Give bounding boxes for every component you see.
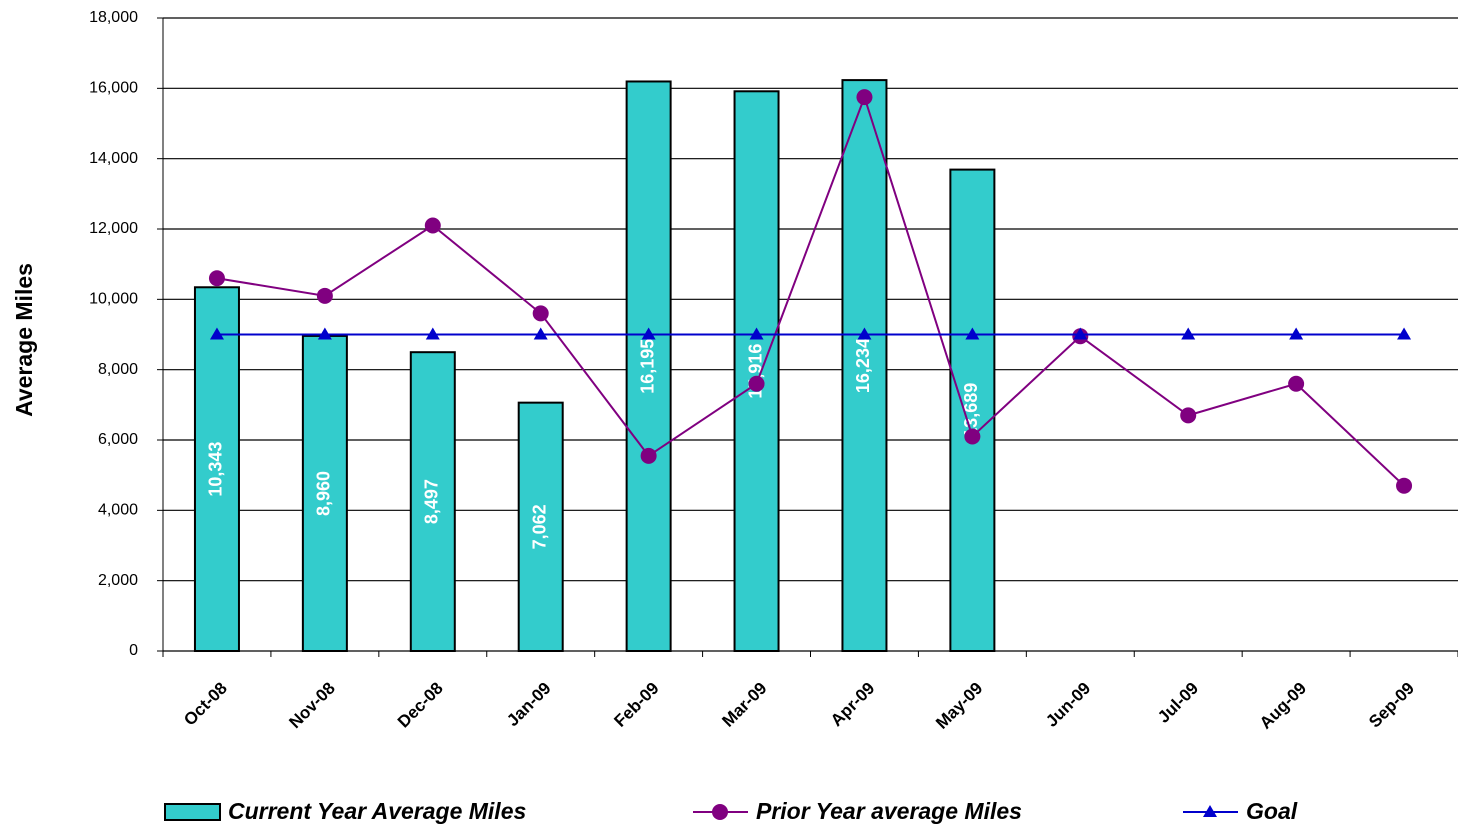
marker [533,327,548,340]
bar [733,90,780,652]
legend-label: Goal [1246,798,1298,824]
y-tick-label: 6,000 [98,431,138,448]
x-tick-label: Sep-09 [1365,679,1418,732]
bar [193,286,240,652]
value-label: 7,062 [529,504,549,549]
bar [625,80,672,652]
marker [749,327,764,340]
x-tick-label: Aug-09 [1256,679,1310,733]
x-tick-label: Dec-08 [394,679,447,732]
marker [857,327,872,340]
y-tick-label: 14,000 [89,150,138,167]
y-tick-label: 10,000 [89,291,138,308]
marker [1289,327,1304,340]
y-tick-label: 12,000 [89,220,138,237]
legend-marker [1203,805,1217,817]
x-tick-label: Nov-08 [285,679,339,733]
marker [965,327,980,340]
y-tick-label: 0 [129,642,138,659]
marker [748,375,765,392]
legend-swatch [164,803,221,821]
x-tick-label: Jun-09 [1042,679,1094,731]
x-tick-label: Mar-09 [718,679,770,731]
marker [1073,327,1088,340]
value-label: 8,960 [314,471,334,516]
legend-label: Current Year Average Miles [228,798,526,824]
value-label: 16,195 [637,339,657,394]
bar [301,334,348,652]
value-label: 10,343 [206,442,226,497]
bar [517,401,564,653]
marker [1288,375,1305,392]
y-tick-label: 8,000 [98,361,138,378]
x-tick-label: Oct-08 [180,679,231,730]
marker [209,327,224,340]
y-tick-label: 16,000 [89,80,138,97]
legend-marker [712,804,728,820]
marker [208,270,225,287]
x-tick-label: Jan-09 [503,679,555,731]
x-tick-label: May-09 [932,679,986,733]
bar [949,168,996,653]
marker [1181,327,1196,340]
value-label: 13,689 [961,383,981,438]
y-tick-label: 2,000 [98,572,138,589]
marker [1396,477,1413,494]
y-tick-label: 4,000 [98,502,138,519]
marker [532,305,549,322]
marker [317,327,332,340]
marker [964,428,981,445]
legend-label: Prior Year average Miles [756,798,1022,824]
marker [1180,407,1197,424]
marker [425,327,440,340]
marker [856,89,873,106]
value-label: 8,497 [422,479,442,524]
line [216,94,1405,487]
value-label: 16,234 [853,338,873,393]
marker [640,447,657,464]
x-tick-label: Apr-09 [827,679,879,731]
bar [841,79,888,653]
x-tick-label: Jul-09 [1154,679,1202,727]
marker [641,327,656,340]
x-tick-label: Feb-09 [610,679,662,731]
marker [1397,327,1412,340]
y-tick-label: 18,000 [89,9,138,26]
y-axis-title: Average Miles [11,263,37,417]
marker [424,217,441,234]
marker [316,287,333,304]
bar [409,351,456,652]
